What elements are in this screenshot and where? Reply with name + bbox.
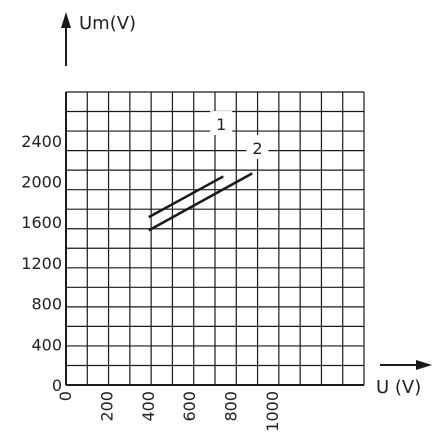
series-label-1: 1 xyxy=(216,115,226,134)
series-label-bg xyxy=(246,134,269,159)
y-tick-label: 0 xyxy=(52,376,62,395)
y-tick-label: 800 xyxy=(31,295,62,314)
y-tick-label: 2400 xyxy=(21,132,62,151)
y-axis-arrow-head xyxy=(61,12,71,28)
x-axis-arrow-head xyxy=(416,360,432,370)
x-axis-title: U (V) xyxy=(376,377,421,398)
y-tick-label: 1600 xyxy=(21,213,62,232)
series-label-bg xyxy=(210,111,233,136)
x-tick-label: 0 xyxy=(56,391,75,401)
x-tick-label: 400 xyxy=(139,391,158,422)
axis-arrows xyxy=(61,12,432,370)
series-label-2: 2 xyxy=(252,139,262,158)
chart-grid xyxy=(65,91,365,386)
x-tick-label: 600 xyxy=(180,391,199,422)
data-series: 12 xyxy=(148,111,269,232)
y-axis-title: Um(V) xyxy=(79,13,136,34)
x-tick-label: 800 xyxy=(222,391,241,422)
series-line-1 xyxy=(148,175,224,219)
series-line-2 xyxy=(148,172,253,232)
tick-labels: 0 400 800 1200 1600 2000 2400 0 200 400 600 800 1000 xyxy=(21,132,282,432)
x-tick-label: 200 xyxy=(97,391,116,422)
y-tick-label: 400 xyxy=(31,335,62,354)
y-tick-label: 2000 xyxy=(21,173,62,192)
y-tick-label: 1200 xyxy=(21,254,62,273)
x-tick-label: 1000 xyxy=(263,391,282,432)
